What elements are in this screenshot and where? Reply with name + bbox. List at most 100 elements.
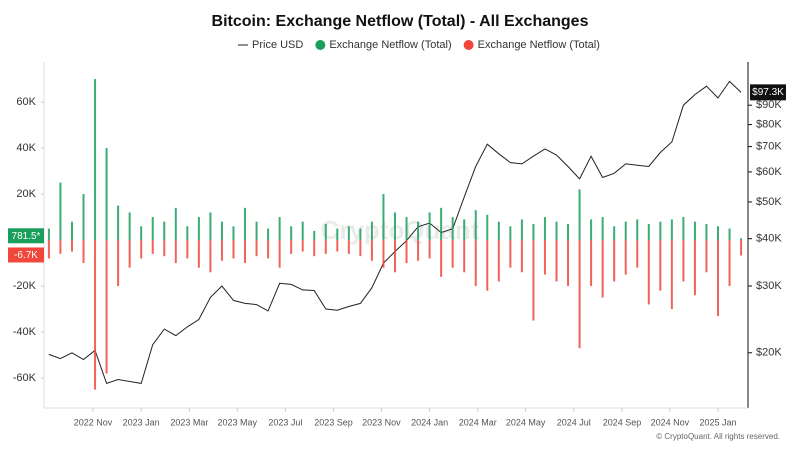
- netflow-bar: [647, 240, 650, 305]
- netflow-bar: [532, 240, 535, 321]
- netflow-bar: [417, 240, 420, 261]
- netflow-bar: [405, 217, 408, 241]
- netflow-bar: [601, 240, 604, 298]
- netflow-bar: [417, 221, 420, 241]
- x-tick-label: 2024 Jan: [411, 417, 448, 427]
- netflow-bar: [70, 221, 73, 241]
- netflow-bar: [428, 212, 431, 241]
- netflow-bar: [463, 240, 466, 273]
- netflow-bar: [220, 221, 223, 241]
- netflow-bar: [70, 240, 73, 252]
- legend-swatch: [315, 40, 326, 50]
- netflow-bar: [659, 221, 662, 241]
- netflow-bar: [82, 240, 85, 264]
- netflow-bar: [313, 230, 316, 241]
- x-tick-label: 2023 Nov: [362, 417, 401, 427]
- footer: © CryptoQuant. All rights reserved.: [656, 432, 780, 441]
- price-label: $97.3K: [752, 87, 784, 98]
- netflow-bar: [682, 217, 685, 241]
- netflow-bar: [117, 205, 120, 241]
- netflow-bar: [140, 226, 143, 241]
- netflow-bar: [117, 240, 120, 287]
- netflow-bar: [440, 240, 443, 277]
- netflow-bar: [278, 240, 281, 268]
- netflow-bar: [82, 194, 85, 241]
- y-tick-label: -20K: [13, 280, 37, 292]
- netflow-bar: [636, 219, 639, 241]
- netflow-bar: [347, 240, 350, 254]
- y-tick-label: 60K: [16, 96, 36, 108]
- netflow-bar: [613, 240, 616, 282]
- netflow-bar: [520, 240, 523, 273]
- y2-tick-label: $50K: [756, 196, 782, 208]
- legend-label: Exchange Netflow (Total): [329, 39, 451, 51]
- netflow-bar: [728, 240, 731, 287]
- netflow-bar: [624, 240, 627, 275]
- netflow-bar: [359, 228, 362, 241]
- netflow-bar: [163, 221, 166, 241]
- netflow-bar: [590, 219, 593, 241]
- netflow-bar: [567, 223, 570, 241]
- netflow-bar: [186, 226, 189, 241]
- netflow-bar: [186, 240, 189, 259]
- netflow-bar: [313, 240, 316, 257]
- netflow-bar: [244, 207, 247, 241]
- netflow-bar: [382, 240, 385, 268]
- x-tick-label: 2024 May: [506, 417, 546, 427]
- netflow-bar: [532, 223, 535, 241]
- netflow-bar: [255, 221, 258, 241]
- netflow-bar: [497, 240, 500, 282]
- netflow-bar: [324, 223, 327, 241]
- legend-item: Exchange Netflow (Total): [463, 39, 600, 51]
- netflow-bar: [209, 212, 212, 241]
- netflow-bar: [578, 240, 581, 349]
- netflow-bar: [693, 240, 696, 296]
- netflow-bar: [670, 240, 673, 310]
- y2-tick-label: $60K: [756, 166, 782, 178]
- y2-tick-label: $40K: [756, 233, 782, 245]
- netflow-bar: [209, 240, 212, 273]
- netflow-bar: [336, 240, 339, 252]
- chart-title: Bitcoin: Exchange Netflow (Total) - All …: [212, 13, 589, 30]
- y-tick-label: -40K: [13, 326, 37, 338]
- netflow-bar: [624, 221, 627, 241]
- netflow-bar: [370, 221, 373, 241]
- netflow-bar: [94, 79, 97, 241]
- netflow-label: 781.5*: [12, 231, 41, 242]
- netflow-bar: [682, 240, 685, 282]
- legend-swatch: [463, 40, 474, 50]
- netflow-bar: [301, 221, 304, 241]
- netflow-bar: [105, 148, 108, 241]
- netflow-bar: [232, 226, 235, 241]
- netflow-bar: [359, 240, 362, 257]
- netflow-bar: [520, 219, 523, 241]
- netflow-bar: [255, 240, 258, 257]
- netflow-bar: [740, 240, 743, 256]
- netflow-bar: [647, 223, 650, 241]
- netflow-bar: [105, 240, 108, 374]
- netflow-bar: [451, 240, 454, 268]
- x-tick-label: 2023 Sep: [314, 417, 353, 427]
- netflow-bar: [509, 226, 512, 241]
- netflow-bar: [693, 221, 696, 241]
- netflow-bar: [705, 240, 708, 273]
- netflow-bar: [705, 223, 708, 241]
- netflow-bar: [267, 228, 270, 241]
- legend-label: Price USD: [252, 39, 303, 51]
- netflow-bar: [174, 207, 177, 241]
- netflow-bar: [370, 240, 373, 261]
- netflow-bar: [428, 240, 431, 259]
- netflow-label: -6.7K: [14, 250, 38, 261]
- x-tick-label: 2022 Nov: [74, 417, 113, 427]
- y2-tick-label: $90K: [756, 99, 782, 111]
- netflow-bar: [486, 214, 489, 241]
- netflow-bar: [347, 226, 350, 241]
- netflow-bar: [163, 240, 166, 257]
- legend-item: Price USD: [238, 39, 303, 51]
- netflow-bar: [497, 221, 500, 241]
- price-label-box: [750, 84, 786, 101]
- netflow-bar: [486, 240, 489, 291]
- netflow-bar: [405, 240, 408, 264]
- x-tick-label: 2023 Jul: [268, 417, 302, 427]
- netflow-bar: [197, 217, 200, 241]
